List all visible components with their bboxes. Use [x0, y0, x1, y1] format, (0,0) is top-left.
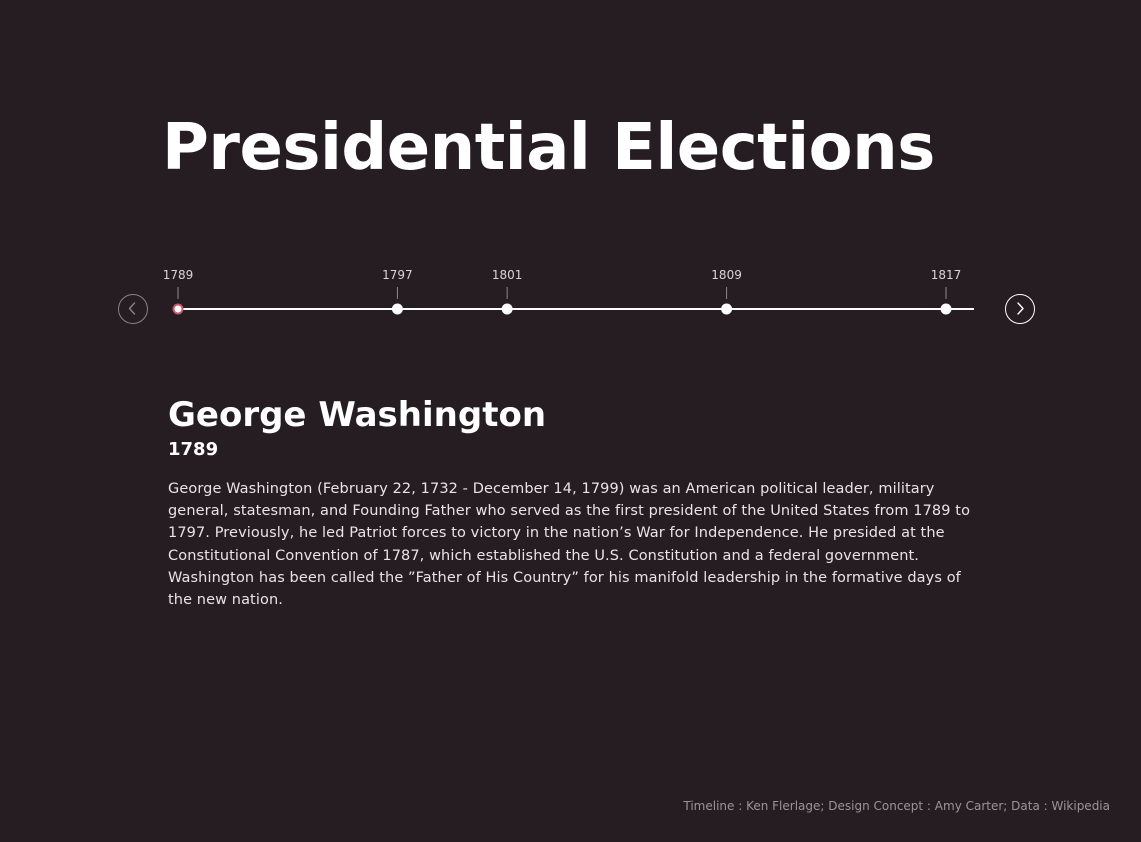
timeline-point-marker[interactable]: [721, 303, 733, 315]
timeline-point-1809[interactable]: 1809: [711, 268, 742, 315]
page-title: Presidential Elections: [162, 111, 935, 185]
timeline-year-label: 1809: [711, 268, 742, 282]
president-description: George Washington (February 22, 1732 - D…: [168, 481, 971, 609]
election-year: 1789: [168, 439, 219, 460]
timeline-point-marker[interactable]: [501, 303, 513, 315]
timeline-year-label: 1797: [382, 268, 413, 282]
timeline: 1789 1797 1801 1809 1817: [163, 268, 974, 315]
timeline-year-label: 1789: [163, 268, 194, 282]
timeline-year-label: 1817: [931, 268, 962, 282]
next-button[interactable]: [1005, 294, 1035, 324]
timeline-point-1797[interactable]: 1797: [382, 268, 413, 315]
timeline-point-1817[interactable]: 1817: [931, 268, 962, 315]
president-name: George Washington: [168, 395, 547, 435]
timeline-point-selected[interactable]: [172, 303, 184, 315]
president-detail-panel: George Washington 1789 George Washington…: [168, 393, 978, 611]
previous-button[interactable]: [118, 294, 148, 324]
timeline-year-label: 1801: [492, 268, 523, 282]
timeline-point-1789[interactable]: 1789: [163, 268, 194, 315]
chevron-left-icon: [128, 302, 136, 315]
timeline-point-1801[interactable]: 1801: [492, 268, 523, 315]
timeline-point-marker[interactable]: [940, 303, 952, 315]
timeline-point-marker[interactable]: [391, 303, 403, 315]
chevron-right-icon: [1017, 302, 1024, 315]
footer-credit: Timeline : Ken Flerlage; Design Concept …: [683, 799, 1110, 813]
